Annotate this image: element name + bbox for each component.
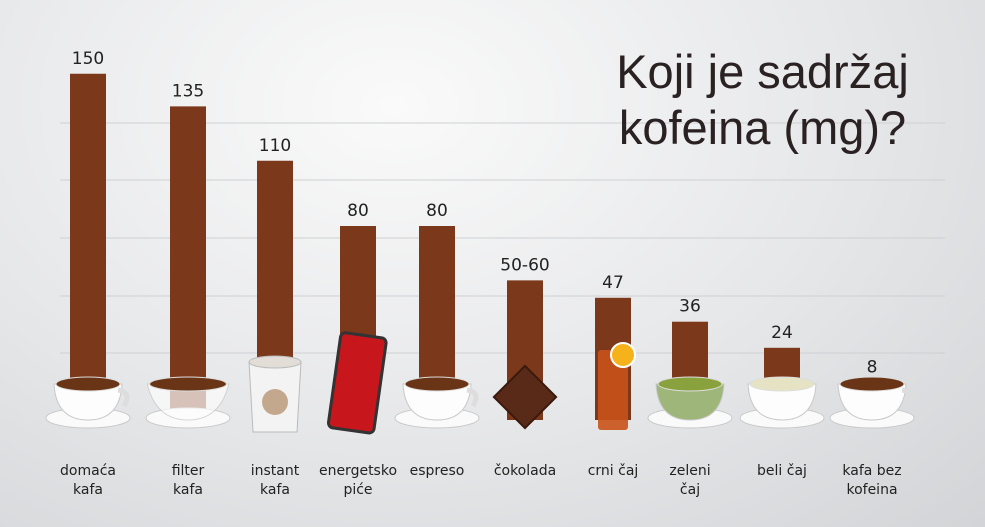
x-tick-label: filter kafa [171,463,205,498]
bar [170,106,206,420]
handle [901,387,914,408]
liquid [55,376,121,392]
liquid [149,376,227,392]
liquid [839,376,905,392]
x-tick-label: energetsko piće [318,463,398,498]
cup [402,383,472,421]
grid [60,122,945,354]
icons [45,331,915,435]
chocolate [492,364,558,430]
lemon [610,342,636,368]
cup [747,383,817,421]
value-label: 80 [347,201,369,221]
cup-icon [394,376,480,429]
cup-icon [647,376,733,429]
value-label: 50-60 [500,255,549,275]
value-label: 80 [426,201,448,221]
cup-icon [248,355,302,433]
value-label: 110 [259,136,291,156]
value-label: 36 [679,297,701,317]
dot [262,389,288,415]
glass [598,350,628,430]
value-label: 135 [172,81,204,101]
cup-icon [326,331,388,435]
cup [53,383,123,421]
liquid [404,376,470,392]
value-label: 24 [771,323,793,343]
cup-icon [492,364,558,430]
cup-icon [45,376,131,429]
handle [466,387,479,408]
cup-icon [829,376,915,429]
value-label: 8 [867,358,878,378]
x-tick-label: beli čaj [757,463,807,479]
liquid [657,376,723,392]
cup-icon [145,376,231,429]
cup [655,383,725,421]
x-tick-label: domaća kafa [60,463,116,498]
x-tick-label: espreso [409,463,465,479]
x-tick-label: instant kafa [250,463,300,498]
x-tick-label: čokolada [493,463,557,479]
x-tick-label: crni čaj [587,463,639,479]
cup [146,383,230,421]
value-labels: 150 135 110 80 80 50-60 47 36 24 8 [72,49,878,378]
value-label: 150 [72,49,104,69]
x-tick-label: zeleni čaj [669,463,711,498]
can [326,331,388,435]
liquid [749,376,815,392]
lid [248,355,302,369]
cup [837,383,907,421]
handle [117,387,130,408]
cup-icon [598,342,636,430]
cup-icon [739,376,825,429]
x-tick-label: kafa bez kofeina [842,463,902,498]
chart-title: Koji je sadržaj kofeina (mg)? [616,45,909,154]
value-label: 47 [602,273,624,293]
bar [70,73,106,420]
